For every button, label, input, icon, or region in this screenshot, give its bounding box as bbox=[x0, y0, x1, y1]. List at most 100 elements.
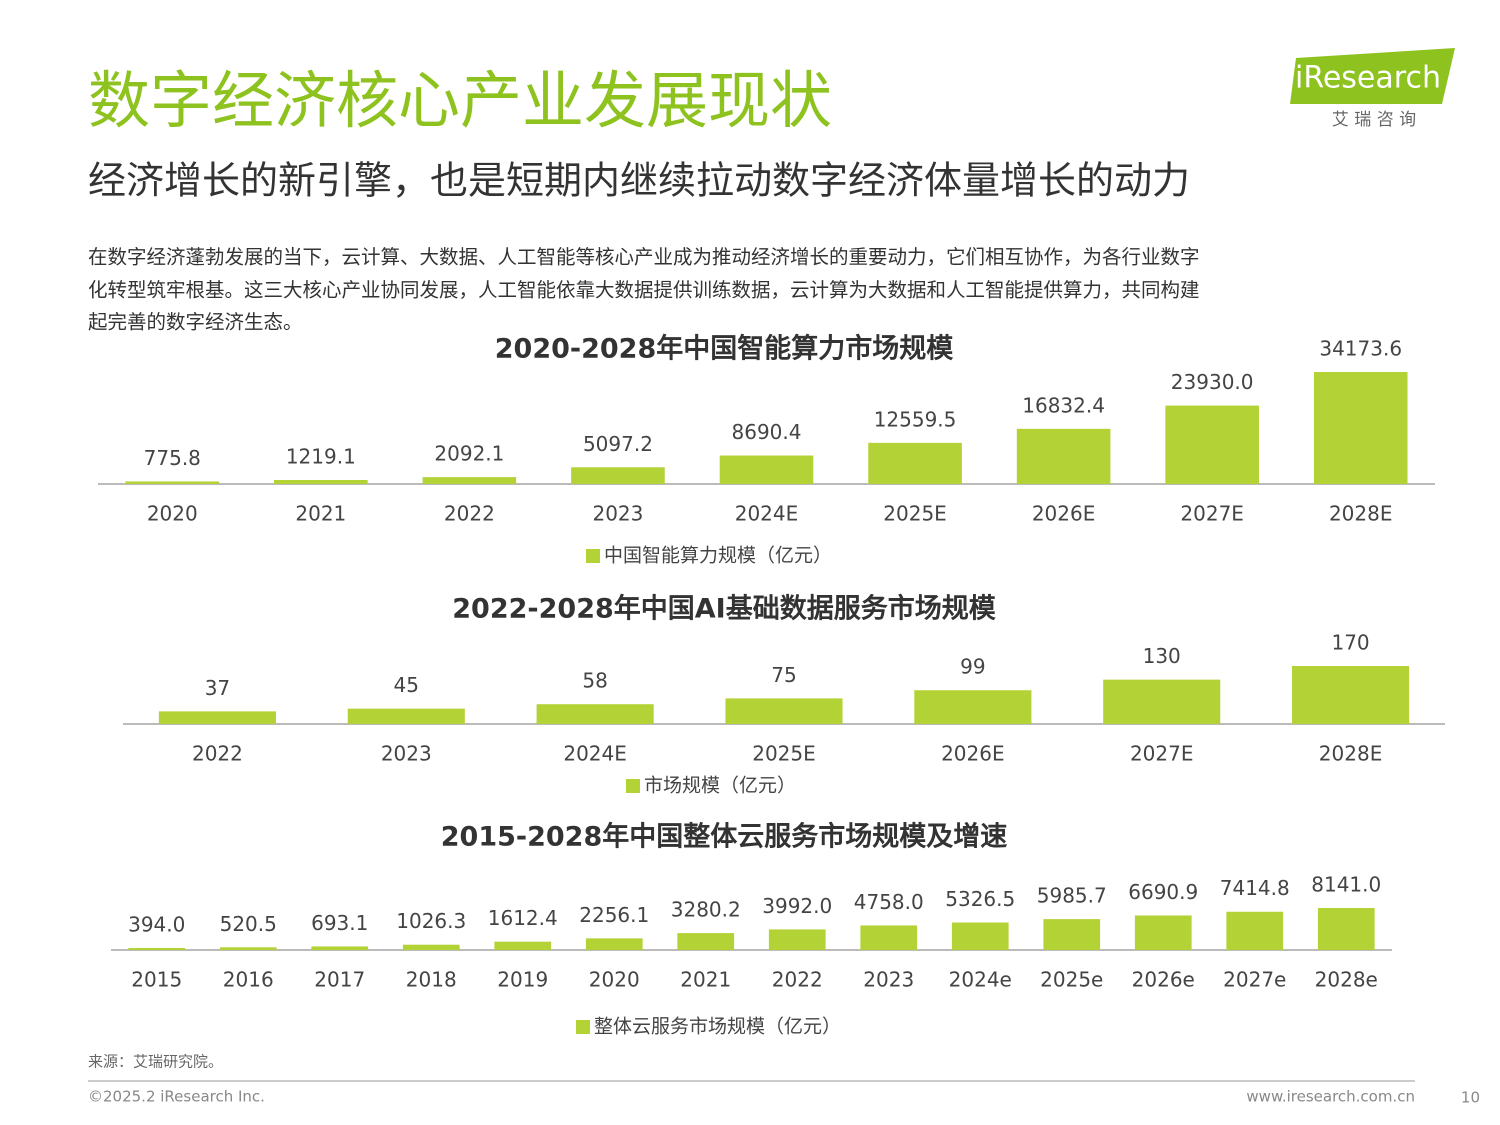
bar bbox=[1016, 428, 1111, 484]
x-tick-label: 2027E bbox=[1180, 502, 1244, 526]
logo-tagline: 艾 瑞 咨 询 bbox=[1332, 110, 1416, 130]
bar bbox=[158, 711, 276, 724]
bar bbox=[1313, 372, 1408, 484]
value-label: 5326.5 bbox=[945, 887, 1015, 911]
bar bbox=[402, 944, 460, 950]
value-label: 170 bbox=[1331, 631, 1369, 655]
bar bbox=[1226, 911, 1284, 950]
value-label: 2092.1 bbox=[434, 442, 504, 466]
website: www.iresearch.com.cn bbox=[1246, 1088, 1415, 1106]
bar bbox=[914, 690, 1032, 724]
bar bbox=[1165, 405, 1259, 484]
legend-label: 整体云服务市场规模（亿元） bbox=[594, 1016, 841, 1038]
value-label: 75 bbox=[771, 663, 796, 687]
x-tick-label: 2018 bbox=[406, 968, 457, 992]
logo-box bbox=[1290, 48, 1455, 104]
value-label: 8141.0 bbox=[1311, 873, 1381, 897]
legend-label: 市场规模（亿元） bbox=[644, 775, 796, 797]
x-tick-label: 2020 bbox=[147, 502, 198, 526]
x-tick-label: 2025e bbox=[1040, 968, 1103, 992]
x-tick-label: 2026E bbox=[941, 742, 1005, 766]
bar bbox=[860, 925, 918, 950]
x-tick-label: 2023 bbox=[863, 968, 914, 992]
x-tick-label: 2025E bbox=[883, 502, 947, 526]
value-label: 23930.0 bbox=[1171, 370, 1254, 394]
x-tick-label: 2023 bbox=[592, 502, 643, 526]
value-label: 7414.8 bbox=[1220, 876, 1290, 900]
value-label: 2256.1 bbox=[579, 903, 649, 927]
value-label: 3992.0 bbox=[762, 894, 832, 918]
value-label: 520.5 bbox=[220, 912, 277, 936]
bar bbox=[125, 481, 220, 484]
bar bbox=[571, 467, 665, 484]
bar bbox=[1043, 919, 1101, 950]
value-label: 12559.5 bbox=[874, 407, 957, 431]
x-tick-label: 2022 bbox=[444, 502, 495, 526]
body-line: 起完善的数字经济生态。 bbox=[88, 311, 303, 334]
bar bbox=[719, 455, 814, 484]
chart-title: 2022-2028年中国AI基础数据服务市场规模 bbox=[452, 593, 995, 625]
bar bbox=[1103, 679, 1221, 724]
legend-swatch bbox=[576, 1020, 590, 1034]
x-tick-label: 2022 bbox=[772, 968, 823, 992]
value-label: 5985.7 bbox=[1037, 884, 1107, 908]
x-tick-label: 2028E bbox=[1319, 742, 1383, 766]
bar bbox=[1134, 915, 1192, 950]
x-tick-label: 2019 bbox=[497, 968, 548, 992]
x-tick-label: 2024e bbox=[949, 968, 1012, 992]
x-tick-label: 2021 bbox=[680, 968, 731, 992]
page-title: 数字经济核心产业发展现状 bbox=[88, 64, 832, 137]
bar bbox=[311, 946, 369, 950]
bar bbox=[536, 704, 654, 724]
value-label: 45 bbox=[394, 673, 419, 697]
x-tick-label: 2028E bbox=[1329, 502, 1393, 526]
value-label: 4758.0 bbox=[854, 890, 924, 914]
x-tick-label: 2025E bbox=[752, 742, 816, 766]
value-label: 394.0 bbox=[128, 912, 185, 936]
value-label: 1219.1 bbox=[286, 445, 356, 469]
x-tick-label: 2024E bbox=[563, 742, 627, 766]
x-tick-label: 2024E bbox=[735, 502, 799, 526]
chart-title: 2020-2028年中国智能算力市场规模 bbox=[495, 333, 954, 365]
value-label: 58 bbox=[582, 669, 607, 693]
value-label: 37 bbox=[205, 676, 230, 700]
value-label: 5097.2 bbox=[583, 432, 653, 456]
chart-title: 2015-2028年中国整体云服务市场规模及增速 bbox=[441, 821, 1008, 853]
value-label: 16832.4 bbox=[1022, 393, 1105, 417]
bar bbox=[951, 922, 1009, 950]
x-tick-label: 2028e bbox=[1315, 968, 1378, 992]
value-label: 1026.3 bbox=[396, 909, 466, 933]
value-label: 8690.4 bbox=[732, 420, 802, 444]
x-tick-label: 2026E bbox=[1032, 502, 1096, 526]
bar bbox=[128, 947, 186, 950]
x-tick-label: 2016 bbox=[223, 968, 274, 992]
bar bbox=[347, 708, 465, 724]
copyright: ©2025.2 iResearch Inc. bbox=[88, 1088, 265, 1106]
x-tick-label: 2026e bbox=[1132, 968, 1195, 992]
x-tick-label: 2020 bbox=[589, 968, 640, 992]
bar bbox=[868, 442, 962, 484]
bar bbox=[494, 941, 552, 950]
bar bbox=[1317, 908, 1375, 950]
x-tick-label: 2015 bbox=[131, 968, 182, 992]
value-label: 693.1 bbox=[311, 911, 368, 935]
bar bbox=[768, 929, 826, 950]
x-tick-label: 2027e bbox=[1223, 968, 1286, 992]
x-tick-label: 2017 bbox=[314, 968, 365, 992]
value-label: 1612.4 bbox=[488, 906, 558, 930]
bar bbox=[677, 933, 735, 950]
bar bbox=[1292, 666, 1410, 724]
body-line: 在数字经济蓬勃发展的当下，云计算、大数据、人工智能等核心产业成为推动经济增长的重… bbox=[88, 246, 1200, 269]
logo-name: iResearch bbox=[1295, 61, 1441, 96]
body-line: 化转型筑牢根基。这三大核心产业协同发展，人工智能依靠大数据提供训练数据，云计算为… bbox=[88, 279, 1200, 302]
legend-label: 中国智能算力规模（亿元） bbox=[604, 545, 832, 567]
value-label: 99 bbox=[960, 655, 985, 679]
value-label: 34173.6 bbox=[1319, 337, 1402, 361]
x-tick-label: 2027E bbox=[1130, 742, 1194, 766]
value-label: 3280.2 bbox=[671, 898, 741, 922]
legend-swatch bbox=[586, 549, 600, 563]
bar bbox=[274, 480, 368, 484]
bar bbox=[219, 947, 277, 950]
bar bbox=[422, 477, 517, 484]
